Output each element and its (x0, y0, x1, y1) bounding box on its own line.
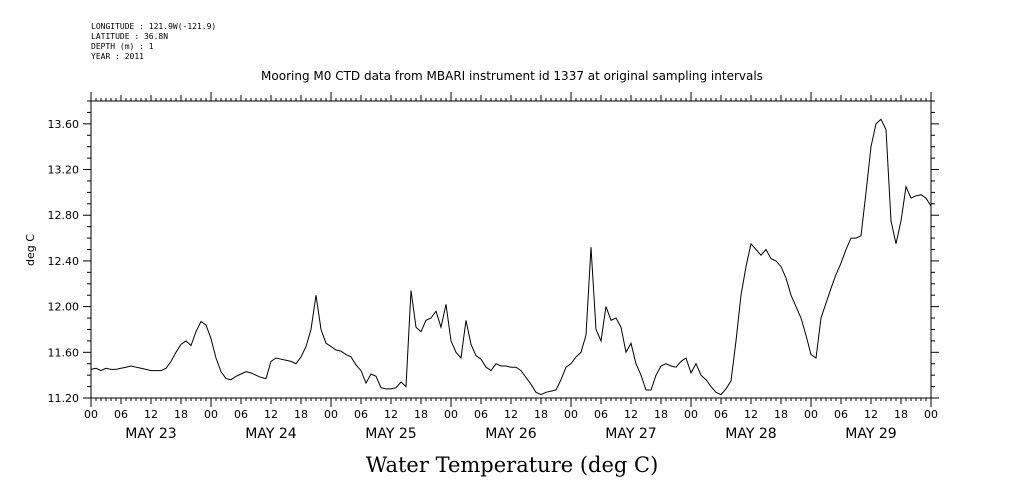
x-tick-label: 06 (714, 408, 728, 421)
depth-label: DEPTH (m) : 1 (91, 42, 154, 51)
x-tick-label: 00 (924, 408, 938, 421)
x-tick-label: 12 (624, 408, 638, 421)
y-tick-label: 13.20 (48, 164, 80, 177)
water-temperature-line (90, 118, 932, 396)
x-day-label: MAY 29 (845, 426, 896, 442)
x-tick-label: 12 (264, 408, 278, 421)
x-tick-label: 06 (114, 408, 128, 421)
year-label: YEAR : 2011 (91, 52, 144, 61)
y-tick-label: 11.20 (48, 392, 80, 405)
x-tick-label: 00 (444, 408, 458, 421)
x-tick-label: 12 (144, 408, 158, 421)
x-tick-label: 00 (684, 408, 698, 421)
plot-frame (90, 100, 932, 399)
chart-title: Mooring M0 CTD data from MBARI instrumen… (261, 69, 763, 83)
x-tick-label: 06 (834, 408, 848, 421)
x-tick-label: 06 (594, 408, 608, 421)
plot-border (90, 100, 932, 399)
x-tick-label: 06 (474, 408, 488, 421)
x-tick-label: 00 (204, 408, 218, 421)
series-layer (90, 118, 932, 396)
y-axis-label: deg C (24, 234, 37, 266)
y-tick-label: 11.60 (48, 346, 80, 359)
y-tick-label: 12.40 (48, 255, 80, 268)
dataset-metadata: LONGITUDE : 121.9W(-121.9) LATITUDE : 36… (91, 22, 216, 62)
x-tick-label: 18 (174, 408, 188, 421)
x-day-label: MAY 27 (605, 426, 656, 442)
x-day-label: MAY 28 (725, 426, 776, 442)
x-tick-label: 00 (324, 408, 338, 421)
x-day-label: MAY 25 (365, 426, 416, 442)
y-tick-label: 13.60 (48, 118, 80, 131)
y-tick-label: 12.00 (48, 301, 80, 314)
x-tick-label: 06 (234, 408, 248, 421)
x-tick-label: 00 (84, 408, 98, 421)
x-tick-label: 18 (894, 408, 908, 421)
y-tick-label: 12.80 (48, 209, 80, 222)
x-tick-label: 06 (354, 408, 368, 421)
longitude-label: LONGITUDE : 121.9W(-121.9) (91, 22, 217, 31)
x-axis: 00 06 12 18 00 06 12 18 00 06 12 18 00 06 12 18 00 06 12 18… (84, 92, 938, 442)
x-day-label: MAY 24 (245, 426, 296, 442)
x-tick-label: 18 (774, 408, 788, 421)
x-tick-label: 12 (504, 408, 518, 421)
x-tick-label: 12 (744, 408, 758, 421)
latitude-label: LATITUDE : 36.8N (91, 32, 169, 41)
x-tick-label: 18 (654, 408, 668, 421)
x-tick-label: 18 (294, 408, 308, 421)
x-day-label: MAY 26 (485, 426, 536, 442)
x-day-label: MAY 23 (125, 426, 176, 442)
y-axis: 11.20 11.60 12.00 12.40 12.80 13.20 13.60 (48, 100, 939, 405)
x-tick-label: 18 (414, 408, 428, 421)
x-axis-title: Water Temperature (deg C) (365, 453, 659, 477)
x-tick-label: 00 (804, 408, 818, 421)
x-tick-label: 12 (384, 408, 398, 421)
x-tick-label: 12 (864, 408, 878, 421)
x-tick-label: 18 (534, 408, 548, 421)
x-tick-label: 00 (564, 408, 578, 421)
